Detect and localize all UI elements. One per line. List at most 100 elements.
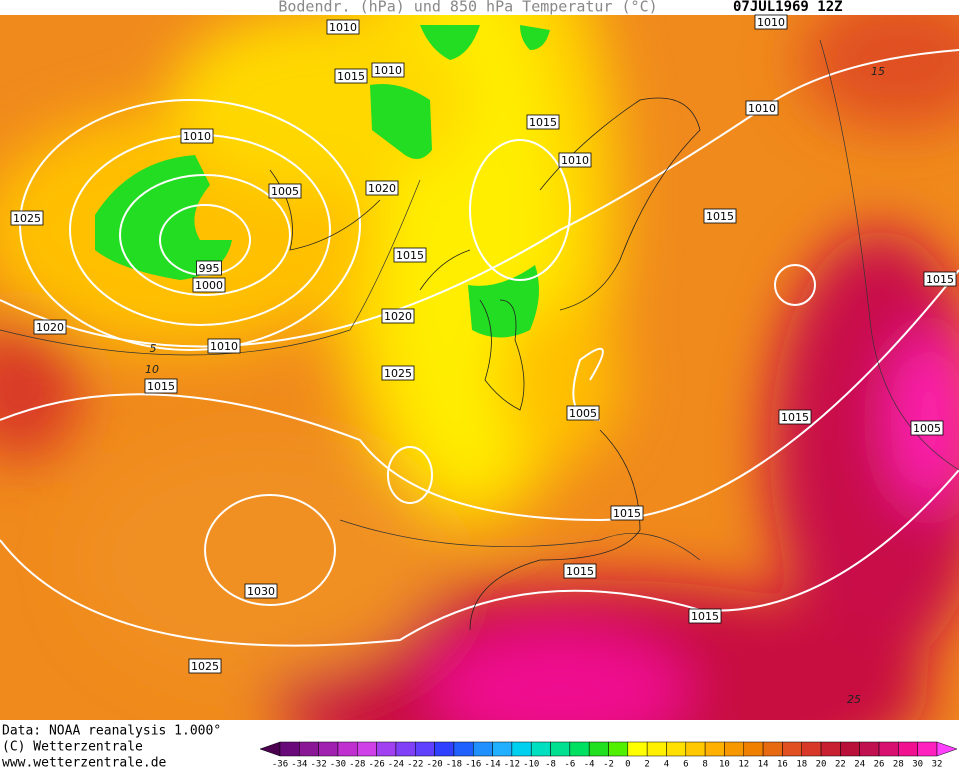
- isobars: [0, 49, 959, 647]
- colorbar-swatch: [434, 741, 455, 757]
- isobar-label: 1010: [374, 64, 402, 77]
- colorbar-label: -24: [388, 760, 404, 770]
- temperature-label: 25: [847, 693, 861, 706]
- colorbar-label: 22: [835, 760, 846, 770]
- colorbar-swatch: [704, 741, 725, 757]
- isobar-label-box: [180, 128, 214, 144]
- isobar-label-box: [566, 405, 600, 421]
- colorbar-swatch: [762, 741, 783, 757]
- colorbar-label: 28: [893, 760, 904, 770]
- colorbar-swatch: [820, 741, 841, 757]
- isobar-label: 1025: [191, 660, 219, 673]
- colorbar-swatch: [840, 741, 860, 757]
- colorbar-swatch: [743, 741, 764, 757]
- isobar-label-box: [778, 409, 812, 425]
- isobar-label: 1015: [529, 116, 557, 129]
- colorbar-label: -34: [291, 760, 307, 770]
- colorbar-swatch: [666, 741, 687, 757]
- colorbar-label: 16: [777, 760, 788, 770]
- footer-source: Data: NOAA reanalysis 1.000°: [2, 724, 221, 739]
- colorbar-swatch: [859, 741, 880, 757]
- isobar-label: 1025: [384, 367, 412, 380]
- colorbar-label: 20: [816, 760, 827, 770]
- isobar-label-box: [558, 152, 592, 168]
- isobar-label-box: [371, 62, 405, 78]
- isobar-label: 1025: [13, 212, 41, 225]
- colorbar-swatch: [299, 741, 319, 757]
- isobar-label-box: [196, 260, 222, 276]
- isobar-label: 1015: [566, 565, 594, 578]
- isobar-label-box: [526, 114, 560, 130]
- colorbar-swatch: [357, 741, 377, 757]
- isobar-label: 1005: [569, 407, 597, 420]
- colorbar-swatch: [685, 741, 706, 757]
- colorbar-swatch: [782, 741, 802, 757]
- colorbar-extension: [936, 741, 958, 757]
- colorbar-swatch: [569, 741, 590, 757]
- colorbar-label: -30: [330, 760, 346, 770]
- colorbar-label: -12: [504, 760, 520, 770]
- colorbar-label: -22: [407, 760, 423, 770]
- colorbar-swatch: [801, 741, 822, 757]
- isobar-label-box: [365, 180, 399, 196]
- temperature-label: 5: [150, 342, 157, 355]
- colorbar-label: 24: [854, 760, 865, 770]
- isobar-label: 995: [199, 262, 220, 275]
- colorbar-label: -28: [349, 760, 365, 770]
- colorbar-label: 32: [932, 760, 943, 770]
- colorbar-swatch: [318, 741, 339, 757]
- isobar-label-box: [33, 319, 67, 335]
- colorbar-label: -18: [446, 760, 462, 770]
- colorbar-swatch: [608, 741, 629, 757]
- colorbar-swatch: [646, 741, 667, 757]
- isobar-label: 1005: [913, 422, 941, 435]
- colorbar-label: -10: [523, 760, 539, 770]
- colorbar-swatch: [550, 741, 571, 757]
- temperature-label: 10: [145, 363, 159, 376]
- colorbar-swatch: [588, 741, 609, 757]
- colorbar-label: 0: [625, 760, 630, 770]
- isobar-label: 1015: [613, 507, 641, 520]
- isobar-label-box: [188, 658, 222, 674]
- title: Bodendr. (hPa) und 850 hPa Temperatur (°…: [278, 0, 657, 16]
- colorbar-swatch: [472, 741, 493, 757]
- colorbar-swatch: [724, 741, 745, 757]
- isobar-label: 1015: [706, 210, 734, 223]
- colorbar-label: 12: [738, 760, 749, 770]
- isobar-label-box: [563, 563, 597, 579]
- colorbar-swatch: [453, 741, 474, 757]
- temperature-label: 15: [871, 65, 885, 78]
- colorbar-label: -26: [368, 760, 384, 770]
- colorbar-label: -14: [484, 760, 500, 770]
- isobar-label-box: [192, 277, 226, 293]
- colorbar-swatch: [337, 741, 358, 757]
- isobar-label-box: [10, 210, 44, 226]
- colorbar-label: -6: [564, 760, 575, 770]
- isobar-label: 1010: [561, 154, 589, 167]
- isobar-label-box: [688, 608, 722, 624]
- colorbar-swatch: [511, 741, 532, 757]
- isobar-label: 1000: [195, 279, 223, 292]
- colorbar-label: 30: [912, 760, 923, 770]
- isobar-label: 1015: [926, 273, 954, 286]
- colorbar-swatch: [395, 741, 416, 757]
- colorbar-label: -32: [311, 760, 327, 770]
- isobar-label-box: [381, 365, 415, 381]
- isobar-label: 1010: [329, 21, 357, 34]
- isobar-label: 1010: [757, 16, 785, 29]
- isobar-label-box: [610, 505, 644, 521]
- colorbar-swatch: [492, 741, 513, 757]
- colorbar-label: 10: [719, 760, 730, 770]
- colorbar-label: 6: [683, 760, 688, 770]
- colorbar-label: 2: [644, 760, 649, 770]
- colorbar-label: 14: [758, 760, 769, 770]
- isobar-label: 1020: [384, 310, 412, 323]
- colorbar-label: 4: [664, 760, 669, 770]
- colorbar-swatch: [898, 741, 918, 757]
- footer-copyright: (C) Wetterzentrale: [2, 740, 143, 755]
- colorbar-label: 18: [796, 760, 807, 770]
- isobar-label: 1020: [368, 182, 396, 195]
- isobar-label: 1015: [691, 610, 719, 623]
